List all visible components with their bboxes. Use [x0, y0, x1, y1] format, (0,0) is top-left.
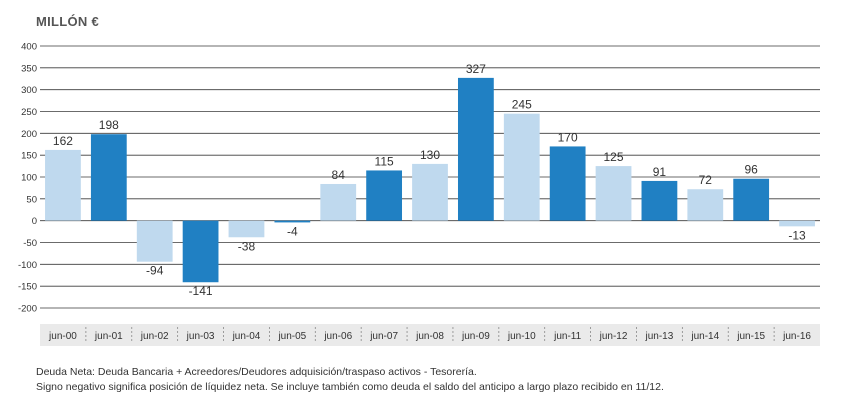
bar — [45, 149, 81, 221]
data-label: 125 — [604, 150, 624, 164]
data-label: -141 — [189, 284, 213, 298]
chart-title: MILLÓN € — [36, 14, 100, 29]
data-label: 245 — [512, 98, 532, 112]
x-tick-label: jun-03 — [186, 331, 215, 342]
bar — [320, 183, 357, 221]
data-label: 84 — [332, 168, 346, 182]
bar — [412, 163, 448, 221]
data-label: 115 — [375, 154, 394, 168]
y-tick-label: 200 — [21, 129, 37, 140]
data-label: -94 — [146, 264, 164, 278]
footnote-net-debt-definition: Deuda Neta: Deuda Bancaria + Acreedores/… — [36, 366, 477, 378]
x-tick-label: jun-08 — [415, 331, 444, 342]
y-tick-label: -100 — [18, 260, 37, 271]
x-tick-label: jun-12 — [599, 331, 628, 342]
x-tick-label: jun-16 — [782, 331, 811, 342]
y-tick-label: 350 — [21, 63, 37, 74]
data-label: 72 — [699, 173, 713, 187]
x-tick-label: jun-10 — [507, 331, 536, 342]
data-label: 91 — [653, 165, 667, 179]
data-label: 162 — [53, 134, 73, 148]
data-label: 96 — [744, 163, 758, 177]
y-tick-label: 400 — [21, 42, 37, 53]
data-label: 170 — [558, 130, 578, 144]
y-tick-label: 300 — [21, 85, 37, 96]
x-tick-label: jun-11 — [553, 331, 581, 342]
data-label: 327 — [466, 62, 486, 76]
y-tick-label: 50 — [26, 194, 37, 205]
bar — [228, 220, 265, 238]
data-label: -13 — [788, 228, 806, 242]
bar — [136, 220, 173, 262]
x-tick-label: jun-01 — [94, 331, 123, 342]
x-axis-band — [40, 324, 820, 346]
bar — [549, 146, 586, 221]
y-tick-label: -50 — [23, 238, 37, 249]
x-tick-label: jun-06 — [323, 331, 352, 342]
x-tick-label: jun-09 — [461, 331, 490, 342]
bar — [366, 170, 403, 221]
bar — [687, 189, 724, 221]
x-tick-label: jun-00 — [48, 331, 77, 342]
bar — [90, 134, 127, 221]
bar — [595, 166, 632, 221]
bar — [641, 180, 678, 221]
bar — [503, 113, 540, 221]
x-tick-label: jun-02 — [140, 331, 169, 342]
bar — [457, 77, 494, 221]
bar — [779, 220, 815, 227]
x-tick-label: jun-04 — [232, 331, 261, 342]
data-label: 130 — [420, 148, 440, 162]
bar — [182, 220, 219, 283]
y-tick-label: -200 — [18, 304, 37, 315]
data-label: -38 — [238, 239, 256, 253]
x-tick-label: jun-14 — [690, 331, 719, 342]
x-tick-label: jun-07 — [369, 331, 398, 342]
y-tick-label: 150 — [21, 151, 37, 162]
x-tick-label: jun-05 — [277, 331, 306, 342]
bar — [274, 220, 311, 223]
y-tick-label: 250 — [21, 107, 37, 118]
data-label: 198 — [99, 118, 119, 132]
x-tick-label: jun-15 — [736, 331, 765, 342]
footnote-negative-sign-explanation: Signo negativo significa posición de líq… — [36, 381, 664, 393]
bar — [733, 178, 770, 221]
y-tick-label: 100 — [21, 173, 37, 184]
y-tick-label: -150 — [18, 282, 37, 293]
data-label: -4 — [287, 224, 298, 238]
y-tick-label: 0 — [32, 216, 37, 227]
x-tick-label: jun-13 — [645, 331, 674, 342]
bar-chart: 400 350 300 250 200 150 100 50 0 -50 -100 -150 -200 1… — [18, 42, 820, 346]
